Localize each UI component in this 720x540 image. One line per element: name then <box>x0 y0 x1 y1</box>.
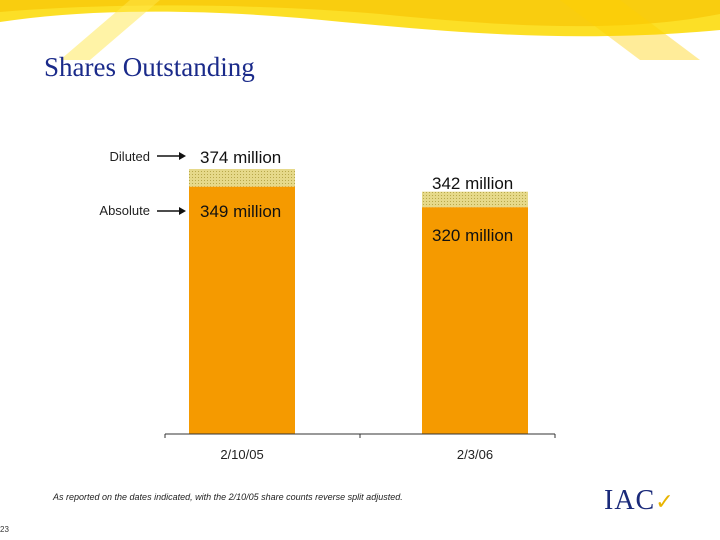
absolute-arrow-icon <box>157 207 186 215</box>
diluted-arrow-icon <box>157 152 186 160</box>
legend-diluted-label: Diluted <box>109 149 150 164</box>
bar-absolute-1 <box>189 186 295 434</box>
data-label-diluted-1: 374 million <box>200 148 282 167</box>
footnote: As reported on the dates indicated, with… <box>53 492 403 502</box>
page-number: 23 <box>0 525 9 534</box>
data-label-diluted-2: 342 million <box>432 174 514 193</box>
legend-absolute-label: Absolute <box>99 203 150 218</box>
decorative-banner <box>0 0 720 60</box>
bar-diluted-2 <box>422 191 528 208</box>
x-tick-label-1: 2/10/05 <box>220 447 263 462</box>
logo-swoosh-icon: ✓ <box>655 489 675 514</box>
x-tick-label-2: 2/3/06 <box>457 447 493 462</box>
bar-absolute-2 <box>422 207 528 434</box>
data-label-absolute-2: 320 million <box>432 226 514 245</box>
page-title: Shares Outstanding <box>44 52 255 82</box>
iac-logo: IAC✓ <box>604 485 675 516</box>
data-label-absolute-1: 349 million <box>200 202 282 221</box>
bar-diluted-1 <box>189 169 295 187</box>
